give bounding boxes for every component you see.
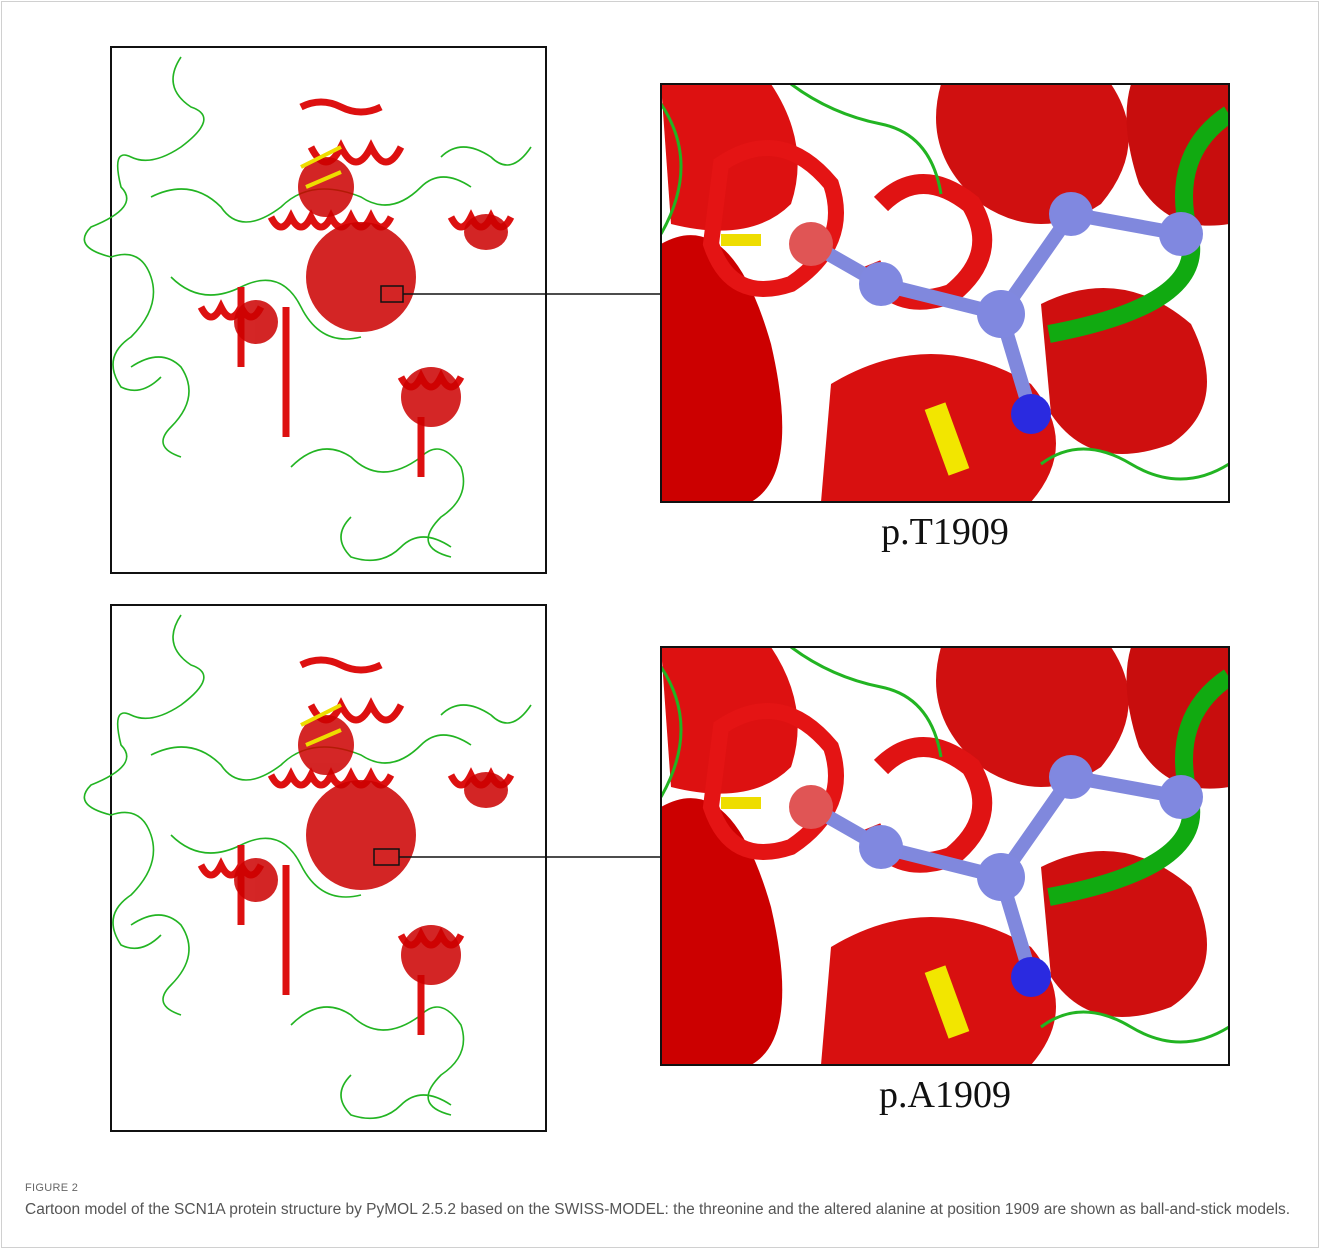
panel-label: p.A1909 <box>879 1074 1011 1116</box>
figure-number: FIGURE 2 <box>25 1182 78 1194</box>
zoom-structure <box>661 647 1229 1065</box>
overview-structure <box>84 47 546 573</box>
panel-label: p.T1909 <box>881 511 1009 553</box>
overview-structure <box>84 605 546 1131</box>
figure: p.T1909 p.A1909 <box>2 2 1318 1172</box>
caption: Cartoon model of the SCN1A protein struc… <box>25 1200 1295 1220</box>
zoom-structure <box>661 84 1229 502</box>
figure-frame: p.T1909 p.A1909 FIGURE 2 Cartoon model o… <box>1 1 1319 1248</box>
